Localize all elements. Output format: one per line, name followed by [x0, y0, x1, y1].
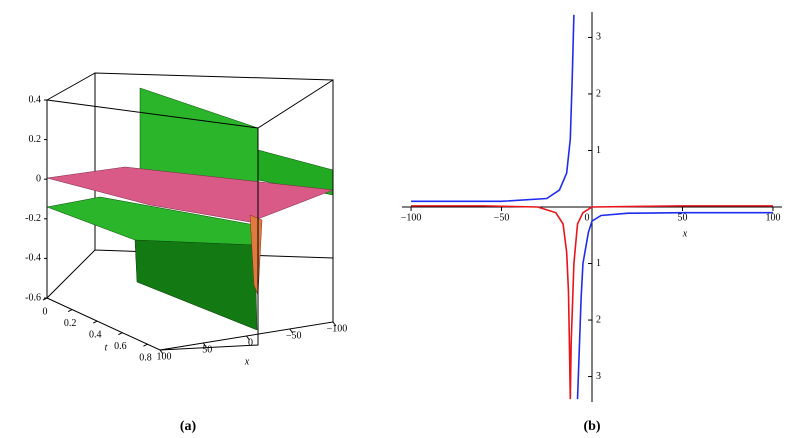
z-tick-label: -0.2 — [25, 213, 41, 224]
x-tick-label: 100 — [765, 212, 780, 223]
t-tick — [143, 343, 148, 347]
line-series — [411, 14, 773, 400]
z-tick-label: 0.2 — [29, 134, 42, 145]
y-tick-label: 3 — [596, 371, 601, 382]
panel-b: (b) x −100 −50 0 50 100 3 2 1 1 2 3 — [401, 12, 782, 434]
x-tick — [159, 349, 164, 355]
x-tick — [289, 328, 294, 334]
box-front — [46, 72, 96, 101]
x-tick-label: 50 — [202, 344, 212, 355]
panel-label: (a) — [180, 419, 197, 434]
z-tick-label: 0.4 — [29, 94, 42, 105]
y-tick-label: 1 — [596, 258, 601, 269]
x-tick — [202, 342, 207, 348]
t-tick — [67, 309, 73, 313]
t-tick — [42, 297, 48, 301]
axis-label: x — [682, 228, 688, 239]
x-tick-label: 0 — [585, 212, 590, 223]
line-series — [411, 205, 773, 400]
t-tick-label: 0.8 — [139, 353, 152, 364]
y-tick-label: 2 — [596, 314, 601, 325]
x-tick-label: −50 — [286, 330, 302, 341]
z-tick-label: -0.4 — [25, 253, 41, 264]
x-tick-label: 50 — [677, 212, 687, 223]
x-tick — [246, 335, 250, 341]
z-tick-label: 0 — [36, 173, 41, 184]
axis-label: x — [244, 356, 250, 367]
x-tick-label: −50 — [494, 212, 510, 223]
t-tick-label: 0.2 — [64, 318, 77, 329]
y-tick-label: 3 — [596, 32, 601, 43]
surface — [46, 166, 334, 223]
t-tick-label: 0 — [43, 306, 48, 317]
t-tick — [92, 320, 98, 324]
t-tick-label: 0.6 — [114, 341, 127, 352]
panel-a: (a) x t 0.40.20-0.2-0.4-0.600.20.40.60.8… — [25, 72, 348, 434]
x-tick-label: −100 — [401, 212, 422, 223]
y-tick-label: 2 — [596, 88, 601, 99]
box-front — [46, 99, 259, 351]
axis-label: t — [105, 342, 108, 353]
t-tick — [118, 332, 123, 336]
x-tick-label: −100 — [327, 323, 348, 334]
surface — [134, 239, 258, 331]
plot-area — [411, 14, 773, 400]
panel-label: (b) — [583, 419, 600, 434]
x-tick-label: 100 — [157, 351, 172, 362]
t-tick-label: 0.4 — [89, 329, 102, 340]
x-tick-label: 0 — [248, 337, 253, 348]
y-tick-label: 1 — [596, 145, 601, 156]
z-tick-label: -0.6 — [25, 292, 41, 303]
x-tick — [332, 321, 337, 327]
